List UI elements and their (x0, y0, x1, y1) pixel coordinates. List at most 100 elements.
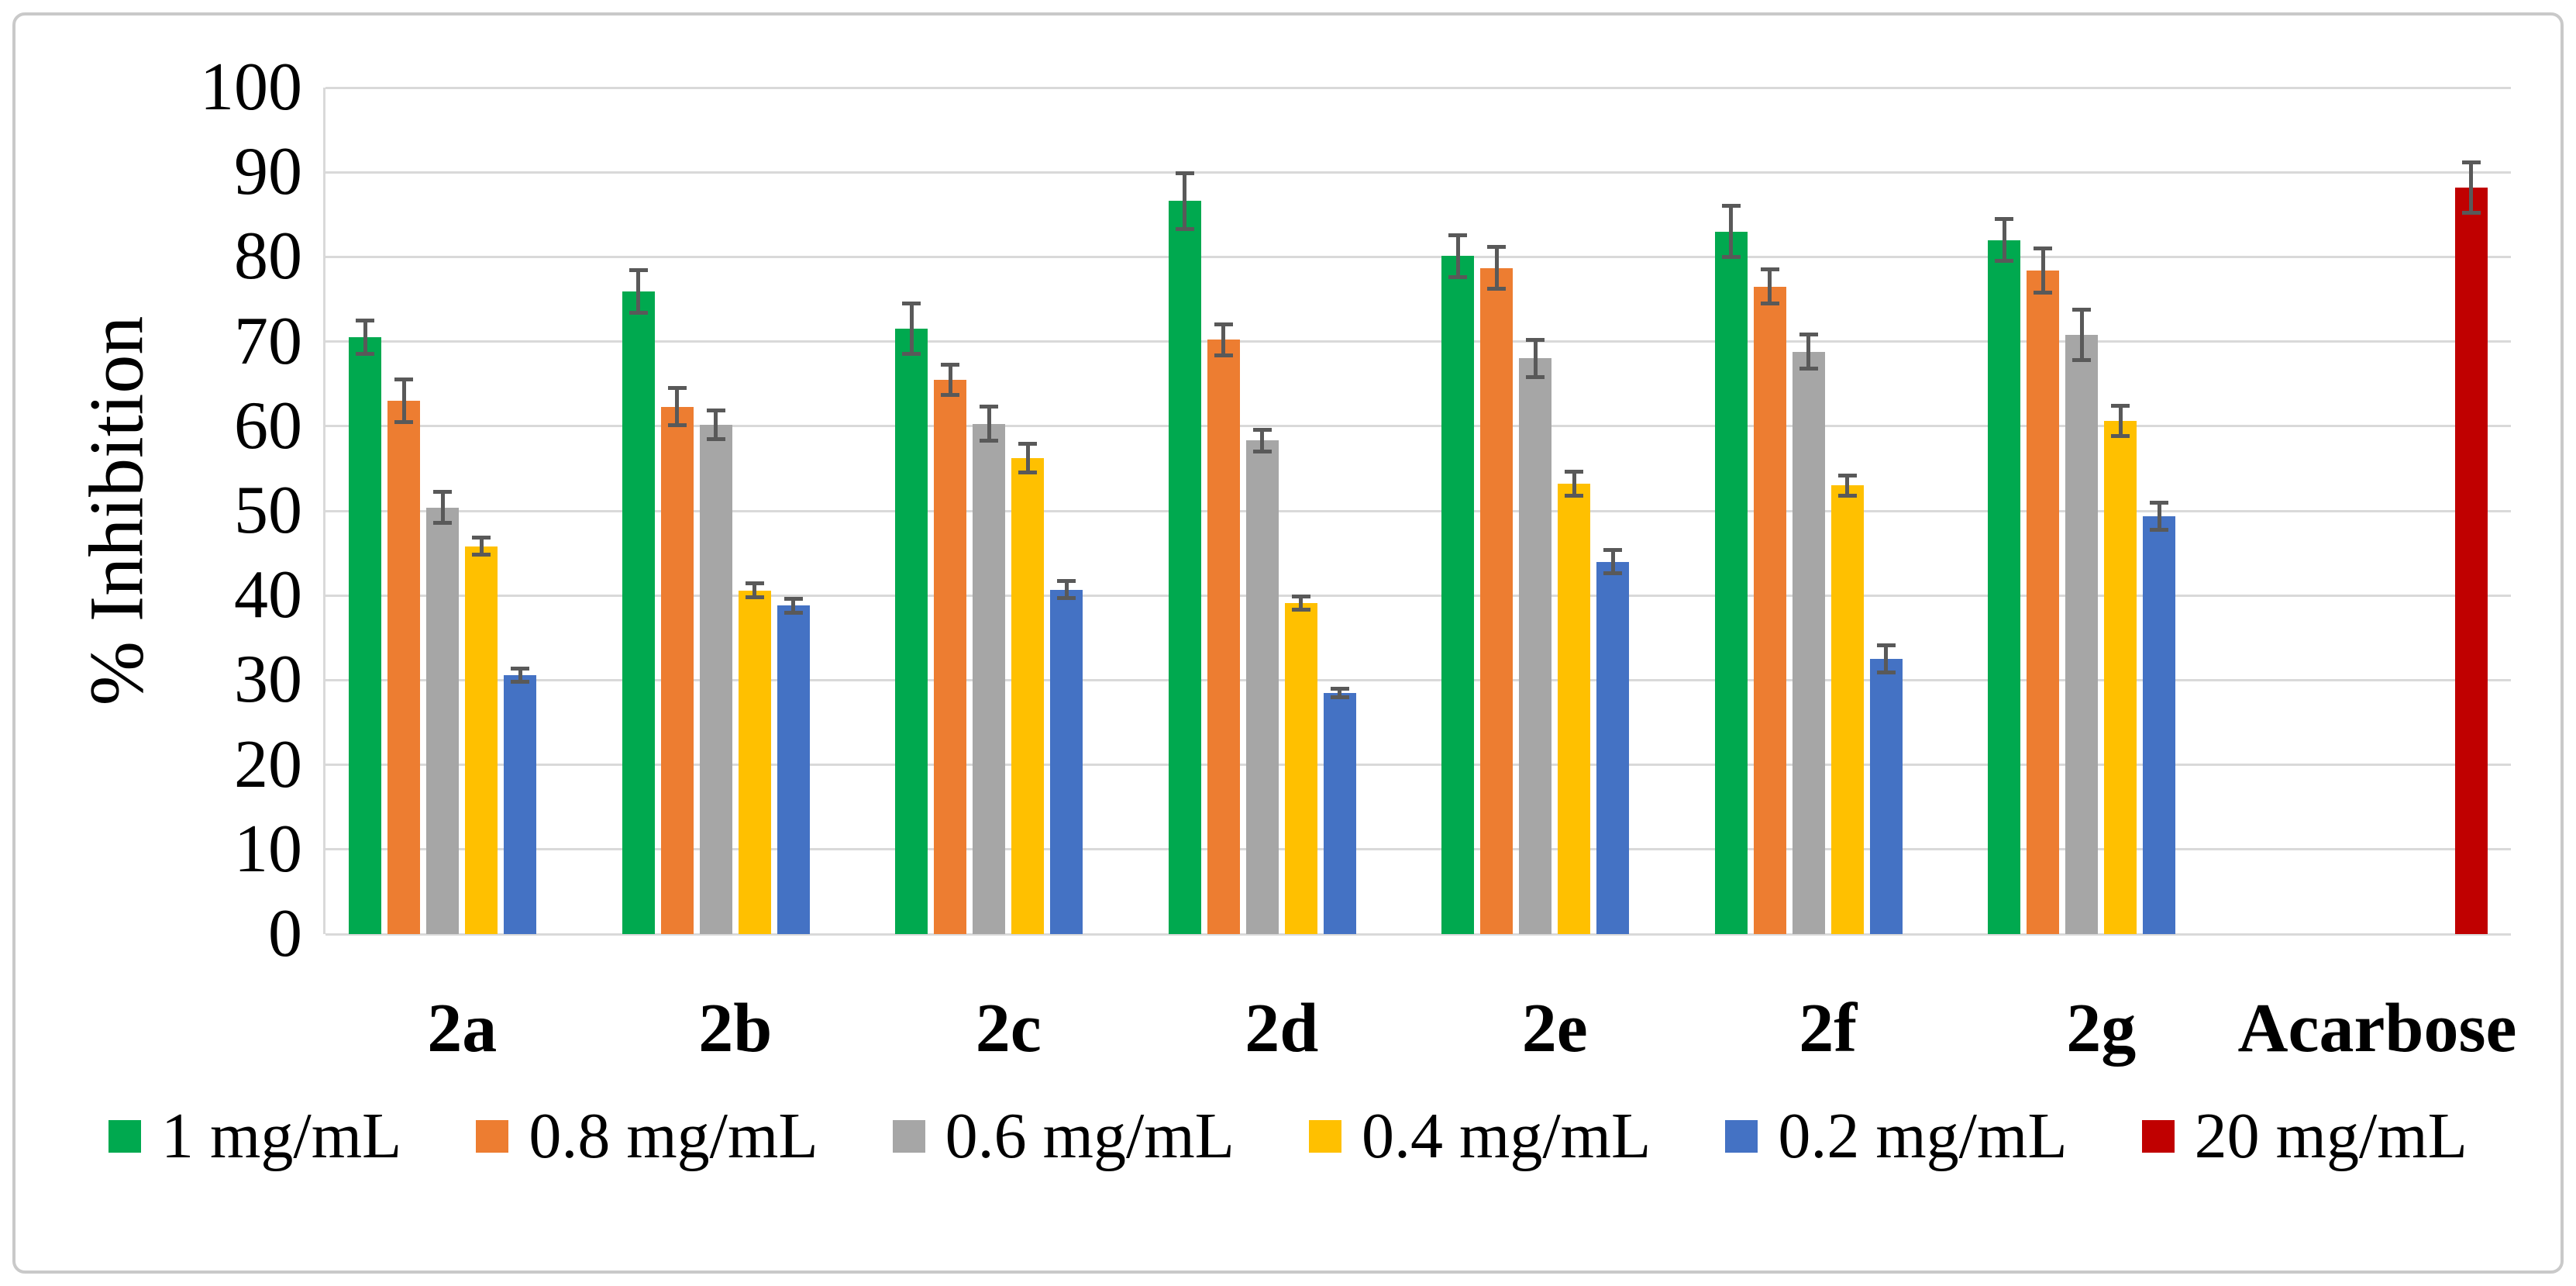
y-tick-label: 100 (200, 50, 302, 125)
error-bar-cap (472, 536, 491, 540)
bar-2b-1mgmL (622, 291, 655, 934)
bar-2e-1mgmL (1441, 256, 1475, 934)
legend-item: 1 mg/mL (108, 1104, 401, 1169)
error-bar (518, 668, 522, 682)
y-axis-line (323, 88, 325, 934)
error-bar (1183, 173, 1187, 229)
legend-label: 0.8 mg/mL (529, 1100, 818, 1172)
y-tick-label: 90 (234, 134, 302, 210)
error-bar-cap (1057, 595, 1076, 600)
error-bar-cap (2072, 358, 2092, 363)
error-bar (636, 270, 641, 313)
error-bar (1455, 235, 1460, 278)
error-bar (1572, 471, 1576, 496)
error-bar (1729, 205, 1734, 257)
bar-2f-0.6mgmL (1792, 351, 1825, 934)
error-bar-cap (980, 405, 999, 409)
error-bar-cap (511, 666, 530, 671)
error-bar-cap (783, 610, 803, 615)
error-bar-cap (1721, 254, 1741, 259)
bar-2f-1mgmL (1714, 231, 1748, 934)
error-bar-cap (2034, 290, 2053, 295)
bar-2g-0.4mgmL (2104, 421, 2137, 934)
bar-2b-0.4mgmL (738, 590, 771, 934)
error-bar-cap (1760, 267, 1779, 272)
gridline (325, 594, 2511, 597)
error-bar (987, 406, 991, 441)
error-bar-cap (1214, 353, 1233, 357)
error-bar-cap (1837, 473, 1857, 478)
error-bar-cap (629, 310, 648, 315)
error-bar (2157, 502, 2161, 530)
bar-2d-1mgmL (1168, 201, 1201, 934)
error-bar-cap (1291, 594, 1310, 598)
x-axis-label-2g: 2g (2066, 990, 2137, 1067)
error-bar-cap (745, 595, 764, 599)
error-bar-cap (511, 680, 530, 684)
error-bar-cap (1252, 427, 1272, 432)
error-bar-cap (394, 378, 414, 382)
error-bar-cap (1603, 571, 1623, 576)
y-tick-label: 10 (234, 811, 302, 887)
y-tick-label: 60 (234, 388, 302, 464)
error-bar-cap (2461, 160, 2481, 164)
error-bar-cap (1018, 442, 1038, 446)
gridline (325, 255, 2511, 258)
error-bar (1533, 340, 1538, 378)
error-bar (1884, 645, 1889, 673)
error-bar-cap (745, 581, 764, 586)
error-bar (1064, 581, 1069, 598)
bar-2d-0.4mgmL (1284, 603, 1317, 934)
error-bar (752, 583, 757, 598)
bar-2b-0.6mgmL (699, 424, 732, 934)
gridline (325, 171, 2511, 174)
error-bar-cap (667, 423, 687, 428)
x-axis-label-2d: 2d (1245, 990, 1319, 1067)
bar-2f-0.2mgmL (1869, 659, 1903, 934)
bar-2b-0.2mgmL (777, 605, 810, 934)
error-bar-cap (1214, 322, 1233, 327)
bar-2b-0.8mgmL (660, 406, 694, 934)
y-tick-label: 80 (234, 219, 302, 295)
bar-2a-0.8mgmL (387, 401, 421, 934)
error-bar (2040, 248, 2045, 293)
bar-2c-0.2mgmL (1050, 589, 1083, 934)
legend-item: 0.6 mg/mL (892, 1104, 1235, 1169)
error-bar-cap (1995, 216, 2014, 221)
error-bar-cap (1760, 301, 1779, 305)
bar-2e-0.2mgmL (1596, 561, 1630, 934)
error-bar (1221, 324, 1226, 356)
error-bar-cap (941, 392, 960, 397)
error-bar-cap (2150, 527, 2169, 532)
error-bar-cap (1799, 333, 1818, 337)
error-bar-cap (1175, 171, 1194, 175)
y-tick-label: 50 (234, 473, 302, 548)
bar-2d-0.6mgmL (1245, 440, 1279, 934)
error-bar (2469, 162, 2474, 213)
legend-swatch-icon (2141, 1120, 2175, 1153)
bar-2g-1mgmL (1988, 240, 2021, 934)
bar-2a-0.2mgmL (504, 674, 537, 934)
legend-swatch-icon (476, 1120, 509, 1153)
error-bar-cap (1252, 450, 1272, 454)
error-bar (2079, 309, 2084, 360)
error-bar (1768, 269, 1772, 304)
error-bar-cap (2461, 211, 2481, 215)
error-bar-cap (941, 362, 960, 367)
error-bar (1299, 596, 1303, 610)
error-bar (675, 388, 680, 426)
error-bar-cap (1291, 608, 1310, 612)
gridline (325, 509, 2511, 512)
error-bar-cap (1995, 259, 2014, 264)
bar-2f-0.8mgmL (1753, 286, 1786, 934)
x-axis-label-2a: 2a (427, 990, 498, 1067)
x-axis-label-2f: 2f (1799, 990, 1858, 1067)
error-bar-cap (1876, 671, 1896, 675)
legend-label: 0.2 mg/mL (1778, 1100, 2068, 1172)
legend-swatch-icon (1309, 1120, 1341, 1153)
error-bar (2118, 405, 2123, 436)
error-bar-cap (1526, 374, 1545, 379)
legend: 1 mg/mL 0.8 mg/mL 0.6 mg/mL 0.4 mg/mL 0.2 mg… (0, 1104, 2576, 1169)
error-bar-cap (1448, 233, 1468, 237)
